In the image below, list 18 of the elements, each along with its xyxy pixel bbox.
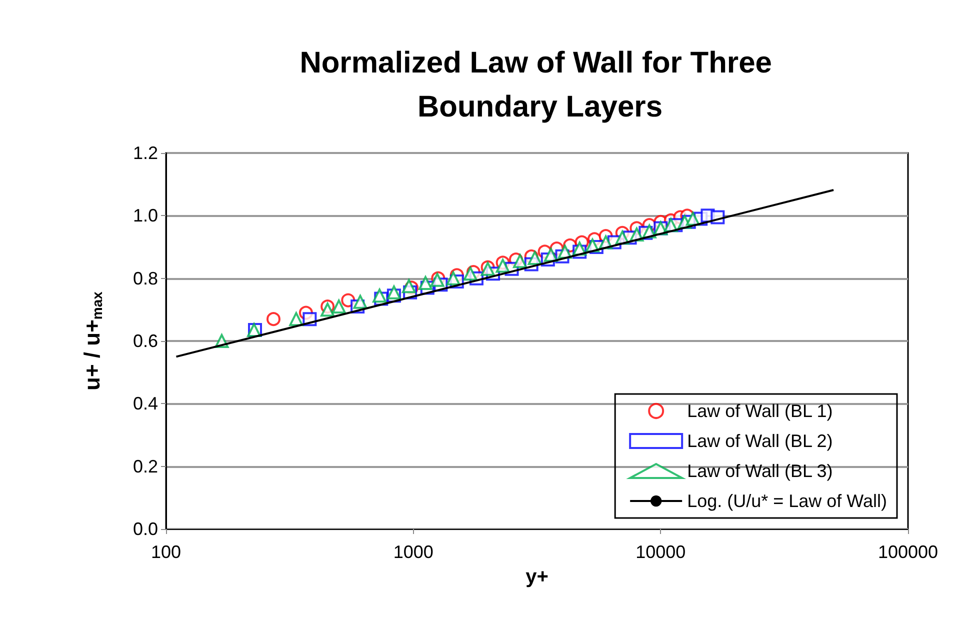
x-axis-title: y+: [526, 566, 548, 588]
y-tick-label: 1.0: [132, 206, 158, 226]
x-tick-label: 1000: [393, 542, 434, 562]
y-tick-label: 0.8: [132, 268, 158, 288]
y-tick-label: 0.2: [132, 456, 158, 476]
chart-title: Normalized Law of Wall for Three Boundary Layers: [300, 46, 780, 124]
y-axis-title: u+ / u+max: [80, 291, 105, 390]
x-tick-label: 100: [150, 542, 182, 562]
legend-label: Law of Wall (BL 1): [687, 401, 833, 421]
legend-label: Law of Wall (BL 2): [687, 431, 833, 451]
legend-label: Law of Wall (BL 3): [687, 461, 833, 481]
y-tick-label: 0.6: [132, 331, 158, 351]
x-tick-label: 10000: [636, 542, 686, 562]
y-tick-label: 1.2: [132, 143, 158, 163]
y-tick-label: 0.4: [132, 394, 158, 414]
x-tick-label: 100000: [878, 542, 938, 562]
legend-label: Log. (U/u* = Law of Wall): [687, 491, 888, 511]
y-tick-label: 0.0: [132, 519, 158, 539]
